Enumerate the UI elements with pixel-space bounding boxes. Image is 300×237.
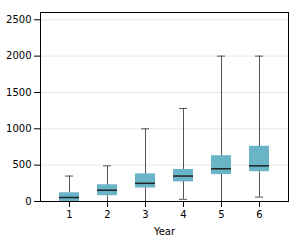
svg-text:1000: 1000 xyxy=(6,123,31,134)
svg-text:6: 6 xyxy=(256,209,262,220)
svg-text:3: 3 xyxy=(142,209,148,220)
svg-text:Year: Year xyxy=(153,226,176,237)
svg-text:5: 5 xyxy=(218,209,224,220)
svg-text:2000: 2000 xyxy=(6,50,31,61)
svg-text:1500: 1500 xyxy=(6,87,31,98)
svg-text:1: 1 xyxy=(66,209,72,220)
svg-text:4: 4 xyxy=(180,209,186,220)
svg-text:500: 500 xyxy=(12,159,31,170)
svg-text:2: 2 xyxy=(104,209,110,220)
svg-text:0: 0 xyxy=(25,196,31,207)
svg-text:2500: 2500 xyxy=(6,14,31,25)
